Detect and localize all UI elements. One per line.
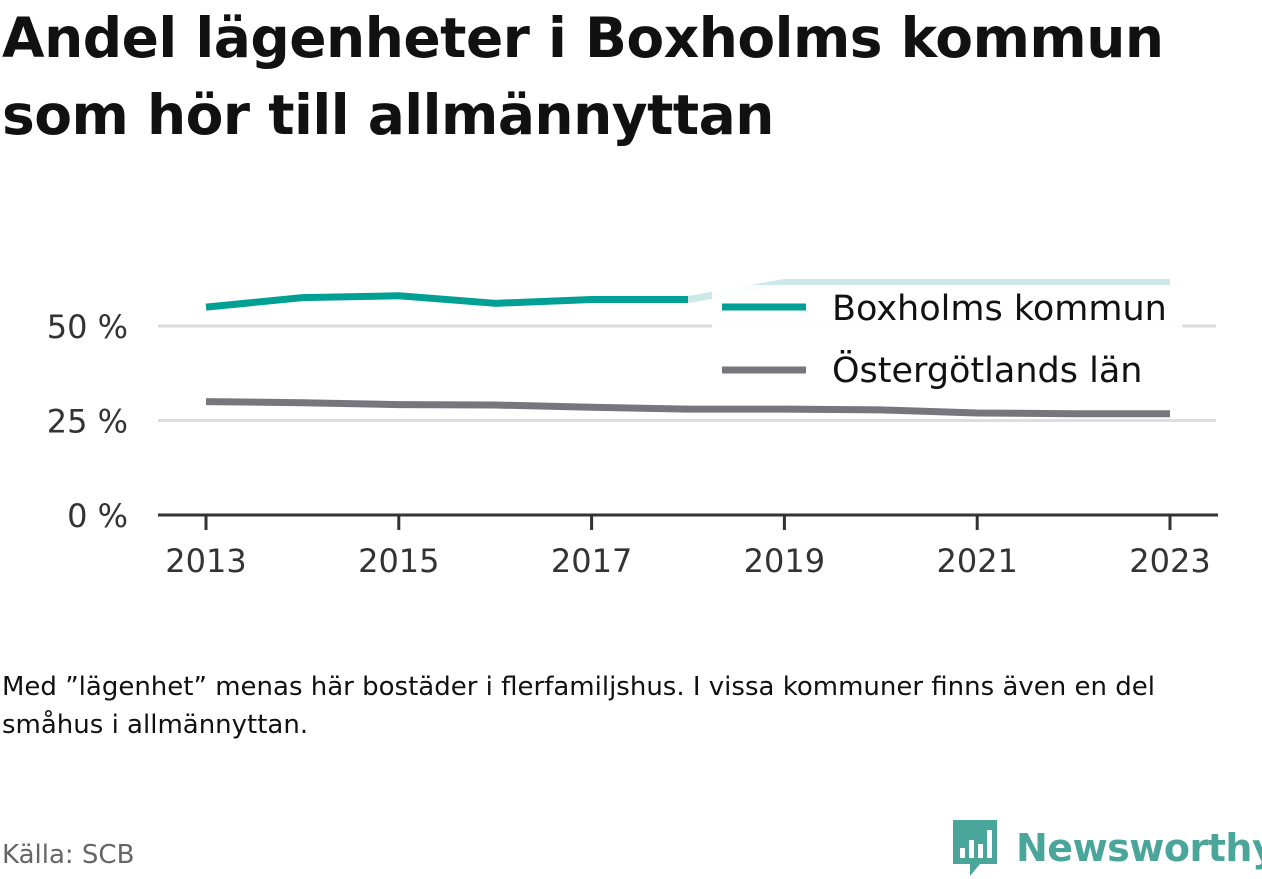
series-line-ostergotlands-lan — [205, 398, 1170, 418]
legend-label-ostergotlands-lan: Östergötlands län — [832, 349, 1142, 391]
x-tick-label: 2021 — [936, 542, 1017, 580]
source-credit: Källa: SCB — [2, 840, 135, 870]
y-tick-label: 0 % — [67, 497, 128, 535]
brand-name: Newsworthy — [1016, 826, 1262, 870]
x-axis: 2013 2015 2017 2019 2021 2023 — [158, 513, 1218, 580]
legend: Boxholms kommun Östergötlands län — [712, 285, 1182, 399]
legend-label-boxholms-kommun: Boxholms kommun — [832, 289, 1167, 329]
x-tick-label: 2023 — [1129, 542, 1210, 580]
chart-title: Andel lägenheter i Boxholms kommun som h… — [2, 6, 1164, 147]
line-chart: 0 % 25 % 50 % Boxholms kommun Östergötland… — [47, 279, 1218, 580]
x-tick-label: 2013 — [165, 542, 246, 580]
y-tick-label: 50 % — [47, 308, 128, 346]
newsworthy-logo: Newsworthy — [950, 818, 1262, 878]
y-axis-tick-labels: 0 % 25 % 50 % — [47, 308, 128, 535]
x-tick-label: 2015 — [358, 542, 439, 580]
y-tick-label: 25 % — [47, 403, 128, 441]
series-line-boxholms-kommun — [205, 292, 688, 311]
x-tick-label: 2019 — [744, 542, 825, 580]
footnote: Med ”lägenhet” menas här bostäder i fler… — [2, 672, 1155, 740]
bar-chart-speech-bubble-icon — [953, 820, 997, 876]
x-tick-label: 2017 — [551, 542, 632, 580]
